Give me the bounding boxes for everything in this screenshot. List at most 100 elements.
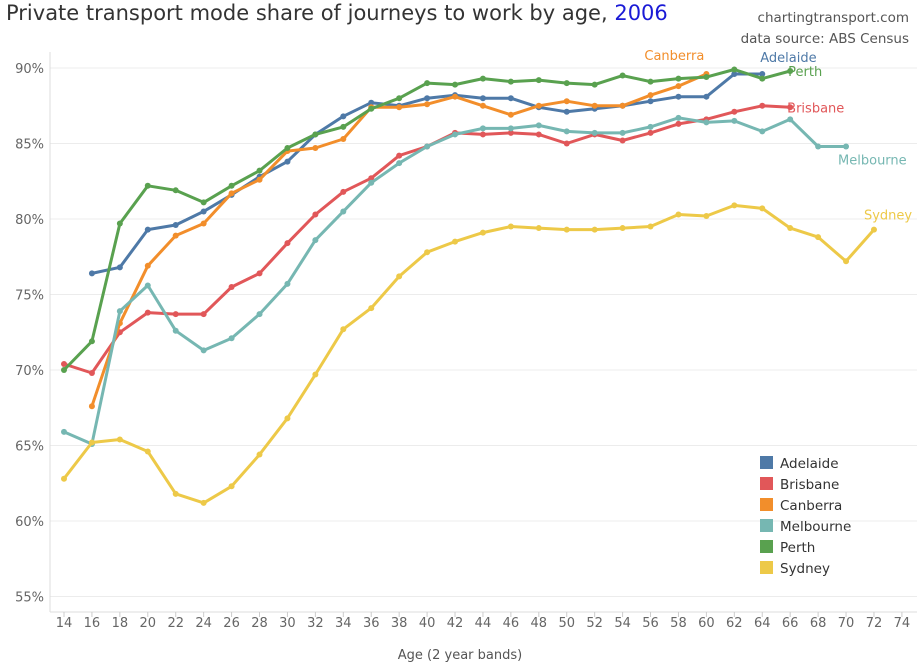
legend-swatch-sydney xyxy=(760,561,773,574)
data-point xyxy=(787,104,794,111)
data-point xyxy=(563,108,570,115)
data-point xyxy=(144,448,151,455)
data-point xyxy=(647,92,654,99)
data-point xyxy=(61,475,67,482)
data-point xyxy=(507,125,514,132)
x-tick-label: 22 xyxy=(167,616,184,631)
chart-title: Private transport mode share of journeys… xyxy=(6,1,668,25)
data-point xyxy=(312,131,319,138)
data-point xyxy=(172,311,179,318)
legend-label-sydney: Sydney xyxy=(780,561,830,577)
data-point xyxy=(563,128,570,135)
data-point xyxy=(619,137,626,144)
x-tick-label: 48 xyxy=(531,616,548,631)
series-perth xyxy=(61,66,794,373)
data-point xyxy=(675,211,682,218)
data-point xyxy=(200,208,207,215)
data-point xyxy=(284,158,291,165)
end-label-adelaide: Adelaide xyxy=(760,51,816,66)
data-point xyxy=(144,282,151,289)
data-point xyxy=(88,403,95,410)
data-point xyxy=(144,182,151,189)
x-tick-label: 38 xyxy=(391,616,408,631)
data-point xyxy=(228,335,235,342)
data-point xyxy=(787,116,794,123)
data-point xyxy=(312,237,319,244)
y-tick-label: 65% xyxy=(15,440,44,455)
data-point xyxy=(452,238,459,245)
data-point xyxy=(200,347,207,354)
data-point xyxy=(172,490,179,497)
legend-swatch-melbourne xyxy=(760,519,773,532)
data-point xyxy=(396,160,403,167)
data-point xyxy=(200,220,207,227)
data-point xyxy=(563,226,570,233)
data-point xyxy=(815,143,822,150)
data-point xyxy=(424,101,431,108)
data-point xyxy=(312,371,319,378)
x-tick-label: 34 xyxy=(335,616,352,631)
series-canberra xyxy=(88,71,710,410)
series-sydney xyxy=(61,202,877,506)
x-tick-label: 54 xyxy=(614,616,631,631)
data-point xyxy=(284,280,291,287)
data-point xyxy=(759,205,766,212)
data-point xyxy=(172,232,179,239)
data-point xyxy=(116,264,123,271)
data-point xyxy=(759,102,766,109)
data-point xyxy=(228,483,235,490)
data-point xyxy=(424,249,431,256)
x-tick-label: 32 xyxy=(307,616,324,631)
data-point xyxy=(340,208,347,215)
data-point xyxy=(144,309,151,316)
data-point xyxy=(368,105,375,112)
data-point xyxy=(256,270,263,277)
data-point xyxy=(340,326,347,333)
x-tick-label: 66 xyxy=(782,616,799,631)
legend: Adelaide Brisbane Canberra Melbourne Perth Sy… xyxy=(760,456,851,577)
data-point xyxy=(647,123,654,130)
source-credit: chartingtransport.com xyxy=(758,10,909,26)
data-point xyxy=(452,81,459,88)
legend-swatch-canberra xyxy=(760,498,773,511)
data-point xyxy=(479,229,486,236)
data-point xyxy=(535,225,542,232)
legend-label-perth: Perth xyxy=(780,540,815,556)
data-point xyxy=(116,436,123,443)
x-tick-label: 30 xyxy=(279,616,296,631)
data-point xyxy=(88,270,95,277)
series-line xyxy=(62,116,848,446)
data-point xyxy=(88,439,95,446)
data-point xyxy=(144,262,151,269)
data-point xyxy=(675,75,682,82)
y-tick-label: 70% xyxy=(15,364,44,379)
x-tick-label: 46 xyxy=(503,616,520,631)
end-label-sydney: Sydney xyxy=(864,209,912,224)
end-label-perth: Perth xyxy=(788,65,822,80)
data-point xyxy=(61,428,67,435)
data-point xyxy=(424,95,431,102)
data-point xyxy=(340,113,347,120)
data-point xyxy=(88,370,95,377)
data-point xyxy=(396,273,403,280)
data-point xyxy=(368,179,375,186)
y-tick-label: 75% xyxy=(15,289,44,304)
data-point xyxy=(116,220,123,227)
data-point xyxy=(787,225,794,232)
data-point xyxy=(843,143,850,150)
data-point xyxy=(703,119,710,126)
y-axis: 55% 60% 65% 70% 75% 80% 85% 90% xyxy=(15,62,44,606)
data-point xyxy=(479,75,486,82)
x-tick-label: 14 xyxy=(56,616,73,631)
data-point xyxy=(144,226,151,233)
data-point xyxy=(61,360,67,367)
legend-label-canberra: Canberra xyxy=(780,498,842,514)
data-point xyxy=(228,182,235,189)
x-tick-label: 36 xyxy=(363,616,380,631)
series-melbourne xyxy=(61,114,850,447)
series-line xyxy=(62,203,876,505)
data-point xyxy=(507,129,514,136)
legend-swatch-brisbane xyxy=(760,477,773,490)
data-point xyxy=(116,308,123,315)
